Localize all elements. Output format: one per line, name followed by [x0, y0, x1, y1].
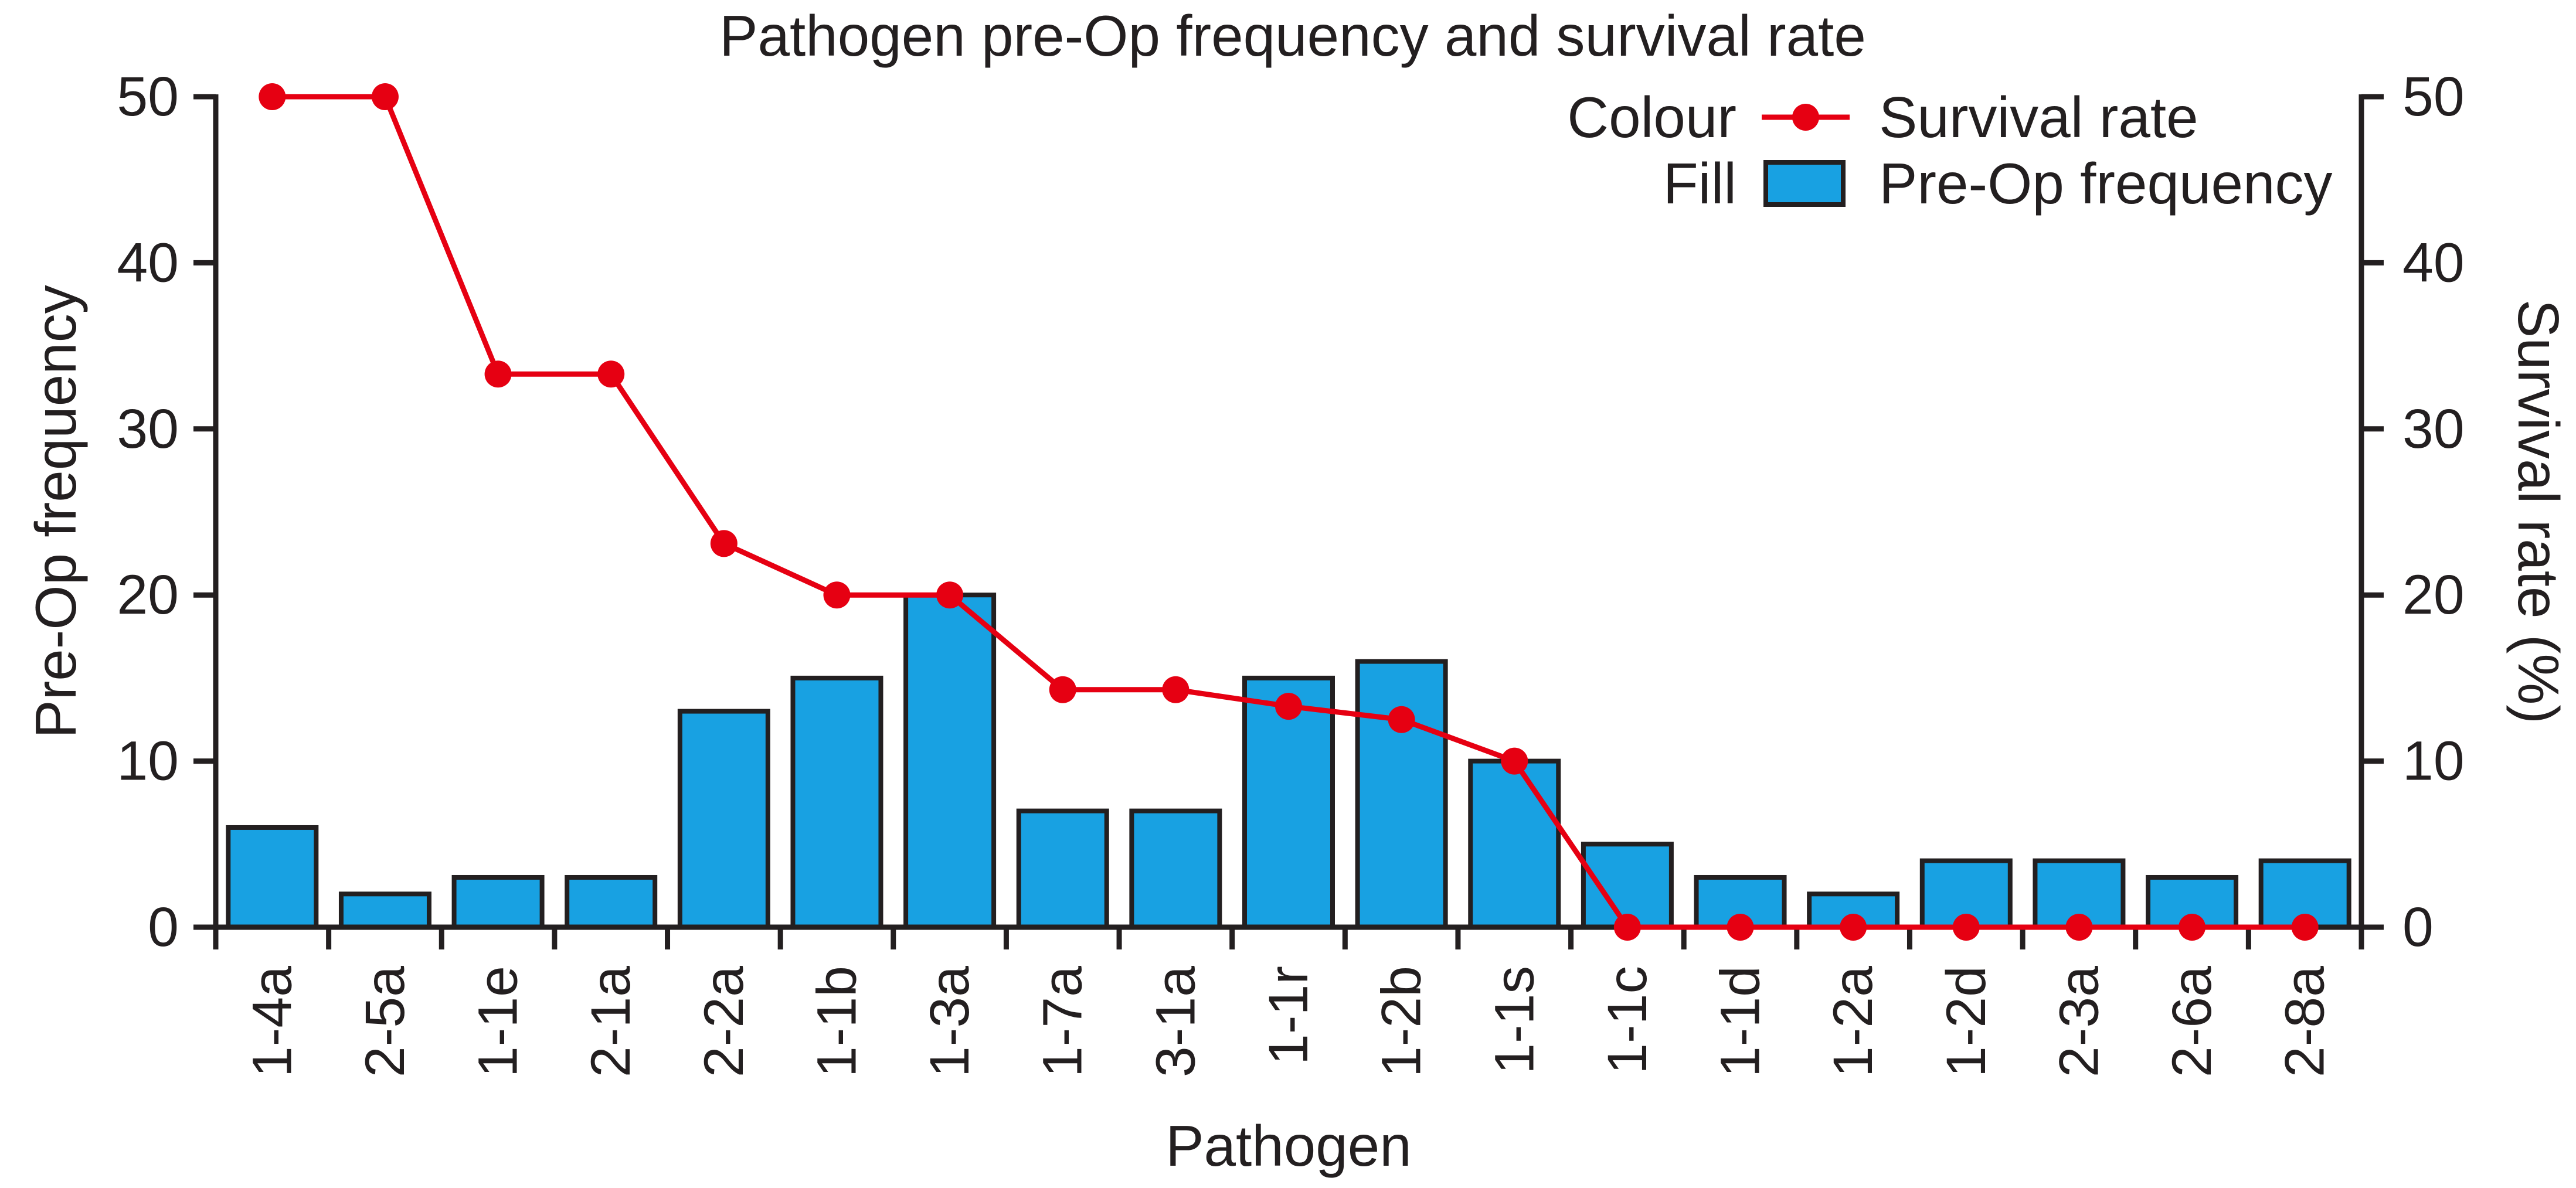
x-category-label: 2-3a [2048, 966, 2110, 1077]
survival-rate-point [1275, 693, 1302, 720]
survival-rate-point [2291, 914, 2319, 941]
y-tick-label-left: 20 [117, 564, 179, 626]
x-category-label: 2-8a [2274, 966, 2336, 1077]
legend-survival-dot-icon [1792, 104, 1819, 131]
survival-rate-point [484, 360, 512, 388]
x-category-label: 2-5a [354, 966, 416, 1077]
survival-rate-point [1727, 914, 1754, 941]
survival-rate-point [1388, 706, 1415, 733]
frequency-bar [1468, 758, 1561, 930]
y-tick-label-left: 10 [117, 730, 179, 792]
x-category-label: 1-3a [919, 966, 981, 1077]
x-axis-title: Pathogen [1165, 1114, 1412, 1178]
y-tick-label-right: 0 [2402, 896, 2434, 958]
survival-rate-point [1162, 676, 1190, 703]
chart-title: Pathogen pre-Op frequency and survival r… [719, 4, 1866, 68]
y-tick-label-right: 40 [2402, 232, 2465, 294]
legend-frequency-swatch-icon [1763, 160, 1846, 207]
frequency-bar [1129, 808, 1222, 930]
survival-rate-point [259, 83, 286, 110]
y-axis-title-right: Survival rate (%) [2506, 299, 2571, 724]
survival-rate-point [1049, 676, 1076, 703]
survival-rate-point [1501, 747, 1528, 775]
survival-rate-point [597, 360, 625, 388]
x-category-label: 1-4a [241, 966, 303, 1077]
survival-rate-point [710, 530, 738, 557]
x-category-label: 1-1c [1596, 966, 1659, 1074]
x-category-label: 1-1d [1710, 966, 1772, 1077]
x-category-label: 1-2a [1822, 966, 1884, 1077]
frequency-bar [677, 709, 770, 930]
x-category-label: 2-6a [2161, 966, 2223, 1077]
x-category-label: 1-2d [1935, 966, 1997, 1077]
frequency-bar [790, 675, 883, 930]
legend-survival-label: Survival rate [1879, 85, 2198, 149]
frequency-bar [1355, 659, 1448, 930]
y-tick-label-right: 20 [2402, 564, 2465, 626]
y-tick-label-left: 0 [148, 896, 179, 958]
x-category-label: 3-1a [1144, 966, 1207, 1077]
y-axis-title-left: Pre-Op frequency [23, 285, 88, 738]
frequency-bar [903, 593, 997, 930]
frequency-bar [338, 891, 431, 930]
frequency-bar [226, 825, 319, 930]
y-tick-label-right: 50 [2402, 66, 2465, 128]
x-category-label: 1-1s [1483, 966, 1545, 1074]
legend-colour-group-label: Colour [1567, 85, 1736, 149]
frequency-bar [565, 874, 658, 930]
survival-rate-point [1952, 914, 1980, 941]
survival-rate-point [1613, 914, 1641, 941]
y-tick-label-left: 30 [117, 398, 179, 460]
x-category-label: 1-1b [806, 966, 868, 1077]
frequency-bar [451, 874, 545, 930]
frequency-bar [1016, 808, 1109, 930]
survival-rate-point [1840, 914, 1867, 941]
survival-rate-point [2179, 914, 2206, 941]
survival-rate-point [823, 581, 851, 609]
survival-rate-point [2065, 914, 2093, 941]
x-category-label: 1-1r [1258, 966, 1320, 1065]
y-tick-label-right: 10 [2402, 730, 2465, 792]
x-category-label: 1-2b [1371, 966, 1433, 1077]
legend-frequency-label: Pre-Op frequency [1879, 151, 2333, 216]
survival-rate-point [371, 83, 399, 110]
y-tick-label-left: 40 [117, 232, 179, 294]
legend-fill-group-label: Fill [1663, 151, 1736, 216]
survival-rate-point [936, 581, 964, 609]
y-tick-label-left: 50 [117, 66, 179, 128]
x-category-label: 2-1a [580, 966, 642, 1077]
x-category-label: 1-1e [467, 966, 529, 1077]
x-category-label: 2-2a [693, 966, 755, 1077]
y-tick-label-right: 30 [2402, 398, 2465, 460]
x-category-label: 1-7a [1032, 966, 1094, 1077]
